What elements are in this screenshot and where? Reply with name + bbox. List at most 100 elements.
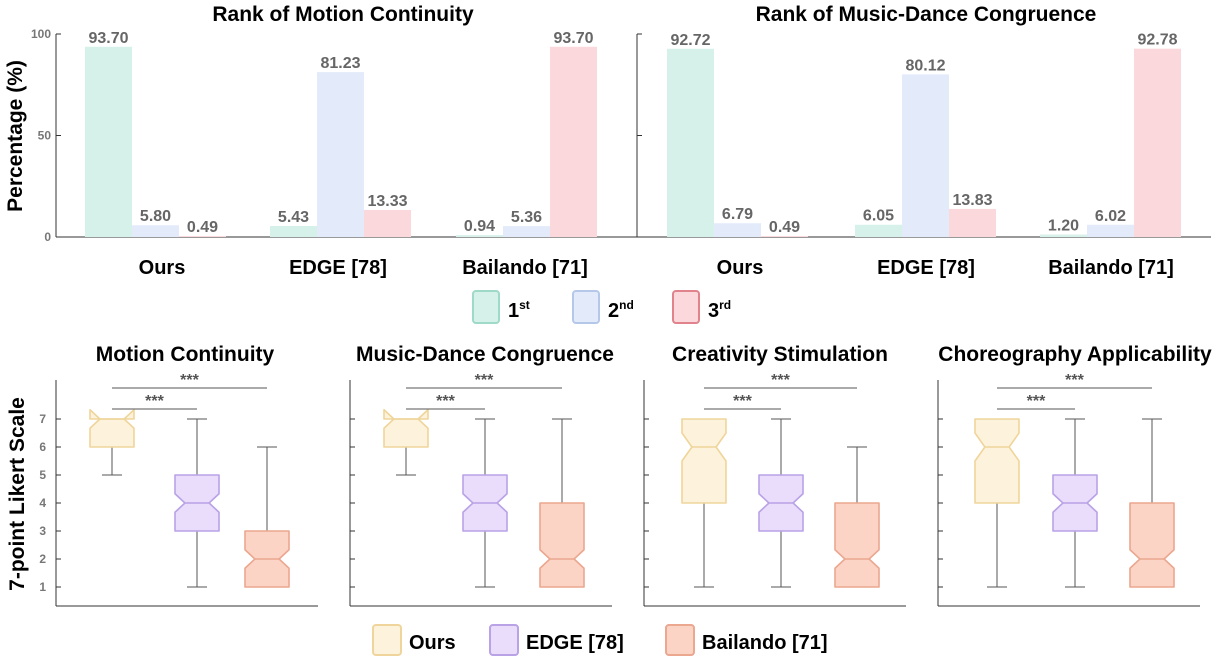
legend-swatch-rank-1	[472, 290, 500, 324]
bar-value-label: 0.94	[464, 218, 495, 235]
box-chart-title: Music-Dance Congruence	[356, 343, 614, 366]
bar	[503, 226, 550, 237]
legend-label-method-1: Ours	[409, 632, 456, 654]
legend-swatch-rank-2	[572, 290, 600, 324]
box-3	[834, 446, 880, 588]
bar	[179, 236, 226, 237]
category-label: Bailando [71]	[462, 257, 588, 279]
box-2	[758, 418, 804, 588]
y-tick-label: 2	[39, 552, 46, 566]
category-label: EDGE [78]	[289, 257, 387, 279]
category-label: EDGE [78]	[877, 257, 975, 279]
bar-chart-title: Rank of Music-Dance Congruence	[756, 3, 1097, 26]
significance-label: ***	[180, 372, 199, 389]
bar-value-label: 5.80	[140, 208, 171, 225]
y-tick-label: 4	[39, 496, 46, 510]
y-tick-label: 7	[39, 412, 46, 426]
legend-label-rank-3: 3rd	[708, 298, 731, 322]
bar	[85, 46, 132, 237]
box-3	[1129, 418, 1175, 588]
y-axis-label: Percentage (%)	[4, 60, 27, 212]
y-axis-label: 7-point Likert Scale	[6, 397, 29, 591]
legend-rank-number: 1	[508, 300, 519, 322]
bar-value-label: 92.78	[1137, 32, 1177, 49]
y-tick-label: 100	[31, 27, 51, 41]
bar	[364, 209, 411, 237]
box-1	[974, 418, 1020, 588]
legend-swatch-rank-3	[672, 290, 700, 324]
bar	[761, 236, 808, 237]
significance-label: ***	[1065, 372, 1084, 389]
y-tick-label: 1	[39, 580, 46, 594]
category-label: Ours	[139, 257, 186, 279]
category-label: Bailando [71]	[1048, 257, 1174, 279]
y-tick-label: 3	[39, 524, 46, 538]
bar	[714, 223, 761, 237]
significance-label: ***	[475, 372, 494, 389]
bar-value-label: 6.02	[1095, 208, 1126, 225]
legend-rank-suffix: rd	[719, 298, 731, 312]
notched-box	[1129, 502, 1175, 588]
y-tick-label: 5	[39, 468, 46, 482]
box-1	[89, 408, 135, 476]
box-3	[244, 446, 290, 588]
legend-swatch-method-3	[665, 624, 695, 656]
legend-label-method-3: Bailando [71]	[702, 632, 828, 654]
bar-value-label: 80.12	[905, 57, 945, 74]
notched-box	[89, 408, 135, 448]
box-1	[681, 418, 727, 588]
box-chart-title: Choreography Applicability	[938, 343, 1212, 366]
bar	[317, 72, 364, 237]
box-1	[383, 408, 429, 476]
bar-value-label: 13.83	[952, 192, 992, 209]
bar	[949, 208, 996, 237]
bar-value-label: 5.36	[511, 209, 542, 226]
significance-label: ***	[771, 372, 790, 389]
bar	[667, 48, 714, 238]
legend-label-method-2: EDGE [78]	[526, 632, 624, 654]
significance-label: ***	[436, 393, 455, 410]
legend-rank-number: 2	[608, 300, 619, 322]
legend-label-rank-2: 2nd	[608, 298, 634, 322]
significance-label: ***	[145, 393, 164, 410]
bar-value-label: 0.49	[187, 219, 218, 236]
box-2	[174, 418, 220, 588]
bar	[1134, 48, 1181, 237]
legend-swatch-method-2	[489, 624, 519, 656]
bar-value-label: 81.23	[320, 55, 360, 72]
notched-box	[834, 502, 880, 588]
bar	[1040, 234, 1087, 237]
y-tick-label: 6	[39, 440, 46, 454]
legend-rank-suffix: st	[519, 298, 530, 312]
significance-label: ***	[1027, 393, 1046, 410]
box-2	[462, 418, 508, 588]
bar-value-label: 0.49	[769, 219, 800, 236]
box-2	[1052, 418, 1098, 588]
notched-box	[383, 408, 429, 448]
legend-label-rank-1: 1st	[508, 298, 530, 322]
bar	[456, 235, 503, 237]
notched-box	[539, 502, 585, 588]
bar	[270, 225, 317, 237]
bar-chart-title: Rank of Motion Continuity	[212, 3, 474, 26]
legend-rank-suffix: nd	[619, 298, 634, 312]
bar-value-label: 6.05	[863, 208, 894, 225]
legend-swatch-method-1	[372, 624, 402, 656]
bar	[550, 46, 597, 237]
bar-value-label: 92.72	[670, 32, 710, 49]
box-chart-title: Motion Continuity	[96, 343, 275, 366]
y-tick-label: 50	[38, 129, 52, 143]
notched-box	[974, 418, 1020, 504]
bar-value-label: 6.79	[722, 206, 753, 223]
legend-rank-number: 3	[708, 300, 719, 322]
bar-value-label: 93.70	[553, 30, 593, 47]
bar-value-label: 13.33	[367, 193, 407, 210]
notched-box	[681, 418, 727, 504]
bar	[855, 224, 902, 237]
bar	[1087, 224, 1134, 237]
box-chart-title: Creativity Stimulation	[672, 343, 888, 366]
bar-value-label: 5.43	[278, 209, 309, 226]
bar	[132, 225, 179, 237]
